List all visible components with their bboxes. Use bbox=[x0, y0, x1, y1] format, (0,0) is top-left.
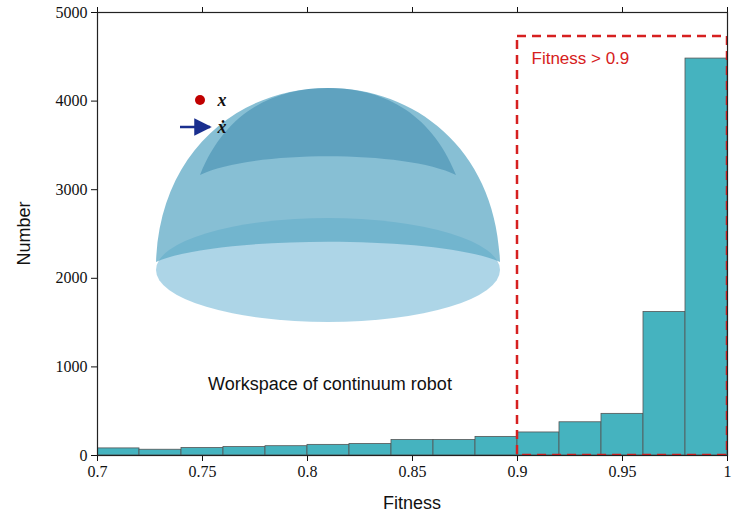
svg-text:ẋ: ẋ bbox=[217, 117, 227, 137]
svg-text:Fitness > 0.9: Fitness > 0.9 bbox=[532, 49, 630, 68]
svg-text:0.75: 0.75 bbox=[189, 463, 217, 480]
svg-text:Number: Number bbox=[14, 201, 34, 265]
svg-text:0.9: 0.9 bbox=[508, 463, 528, 480]
svg-text:x: x bbox=[217, 90, 227, 110]
svg-text:Workspace of continuum robot: Workspace of continuum robot bbox=[208, 374, 452, 394]
svg-text:Fitness: Fitness bbox=[383, 493, 441, 513]
svg-text:2000: 2000 bbox=[56, 269, 88, 286]
svg-text:4000: 4000 bbox=[56, 92, 88, 109]
svg-text:5000: 5000 bbox=[56, 4, 88, 21]
svg-text:0: 0 bbox=[80, 447, 88, 464]
svg-text:0.8: 0.8 bbox=[298, 463, 318, 480]
svg-text:1: 1 bbox=[724, 463, 732, 480]
svg-text:0.7: 0.7 bbox=[88, 463, 108, 480]
svg-text:0.85: 0.85 bbox=[399, 463, 427, 480]
svg-text:1000: 1000 bbox=[56, 358, 88, 375]
svg-text:3000: 3000 bbox=[56, 181, 88, 198]
svg-text:0.95: 0.95 bbox=[609, 463, 637, 480]
